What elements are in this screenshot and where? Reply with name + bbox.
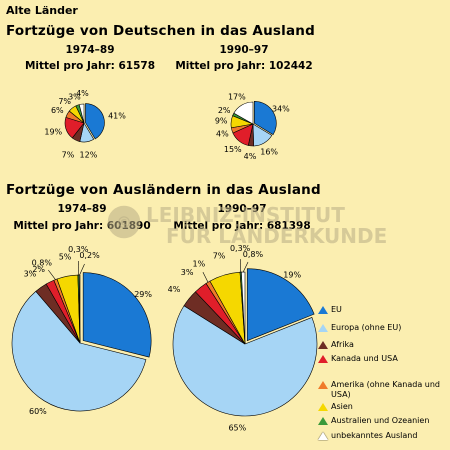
slice-label: 1% [193, 260, 206, 269]
pie-3: 29% 60% 3%2%0,8% 5%0,3%0,2% [11, 245, 152, 416]
slice-label: 34% [272, 104, 290, 113]
slice-label: 6% [51, 106, 64, 115]
pie-2: 34%16%4%15%4%9%2%17% [215, 92, 290, 160]
slice-label: 0,2% [79, 251, 100, 260]
average-deutsche-1974-89: Mittel pro Jahr: 61578 [24, 60, 156, 72]
slice-label: 3% [181, 268, 194, 277]
legend-swatch [318, 417, 328, 425]
slice-label: 4% [76, 89, 89, 98]
slice-label: 7% [58, 97, 71, 106]
pie-slice [233, 101, 254, 125]
slice-label: 19% [44, 127, 62, 136]
watermark-line1: LEIBNIZ-INSTITUT [146, 203, 345, 227]
slice-label: 17% [228, 92, 246, 101]
slice-label: 0,3% [230, 244, 251, 253]
legend-swatch [318, 432, 328, 440]
legend-label: EU [331, 305, 342, 314]
slice-label: 12% [80, 151, 98, 160]
region-title: Alte Länder [6, 4, 78, 17]
slice-label: 4% [216, 129, 229, 138]
pie-1: 41%12%7%19%6%7%3%4% [44, 89, 126, 159]
slice-label: 2% [218, 106, 231, 115]
legend-swatch [318, 355, 328, 363]
slice-label: 29% [134, 290, 152, 299]
period-auslaender-1974-89: 1974–89 [57, 203, 107, 215]
watermark-line2: FÜR LÄNDERKUNDE [166, 224, 387, 248]
slice-label: 7% [213, 251, 226, 260]
slice-leader-line [242, 261, 249, 273]
legend-swatch [318, 381, 328, 389]
slice-label: 16% [260, 148, 278, 157]
period-auslaender-1990-97: 1990–97 [217, 203, 267, 215]
legend-label: Kanada und USA [331, 354, 398, 363]
slice-label: 0,8% [243, 250, 264, 259]
pie-slice [11, 290, 147, 412]
legend-label: Afrika [331, 340, 354, 349]
pie-slice [246, 268, 315, 342]
legend-label: Australien und Ozeanien [331, 416, 430, 425]
average-auslaender-1990-97: Mittel pro Jahr: 681398 [173, 220, 311, 232]
watermark: © LEIBNIZ-INSTITUT FÜR LÄNDERKUNDE [107, 203, 387, 248]
watermark-symbol: © [116, 213, 132, 232]
legend-label: unbekanntes Ausland [331, 431, 418, 440]
average-deutsche-1990-97: Mittel pro Jahr: 102442 [175, 60, 313, 72]
legend-swatch [318, 341, 328, 349]
pie-4: 19% 65% 4%3%1% 7% 0,3%0,8% [168, 244, 318, 433]
slice-label: 4% [244, 152, 257, 161]
slice-label: 4% [168, 285, 181, 294]
legend-label: Asien [331, 402, 353, 411]
slice-label: 9% [215, 117, 228, 126]
slice-label: 5% [59, 252, 72, 261]
slice-label: 60% [29, 407, 47, 416]
slice-label: 15% [224, 145, 242, 154]
section-title-deutsche: Fortzüge von Deutschen in das Ausland [6, 23, 315, 39]
period-deutsche-1990-97: 1990–97 [219, 44, 269, 56]
pie-slice [241, 271, 246, 345]
slice-label: 65% [228, 424, 246, 433]
pie-slice [85, 103, 105, 140]
legend-label: Amerika (ohne Kanada und USA) [331, 380, 440, 399]
pie-slice [82, 272, 152, 358]
slice-label: 3% [68, 93, 81, 102]
pie-slice [172, 305, 318, 417]
legend-swatch [318, 324, 328, 332]
slice-leader-line [79, 263, 85, 276]
slice-label: 41% [108, 112, 126, 121]
period-deutsche-1974-89: 1974–89 [65, 44, 115, 56]
slice-label: 0,8% [32, 258, 53, 267]
legend-swatch [318, 403, 328, 411]
slice-leader-line [48, 269, 56, 280]
legend-swatch [318, 306, 328, 314]
pie-slice [254, 100, 277, 136]
legend-label: Europa (ohne EU) [331, 323, 402, 332]
slice-label: 7% [62, 150, 75, 159]
slice-leader-line [202, 271, 209, 283]
section-title-auslaender: Fortzüge von Ausländern in das Ausland [6, 182, 321, 198]
slice-label: 2% [32, 265, 45, 274]
slice-label: 19% [283, 270, 301, 279]
slice-label: 0,3% [68, 245, 89, 254]
slice-label: 3% [24, 270, 37, 279]
pie-slice [78, 103, 85, 124]
